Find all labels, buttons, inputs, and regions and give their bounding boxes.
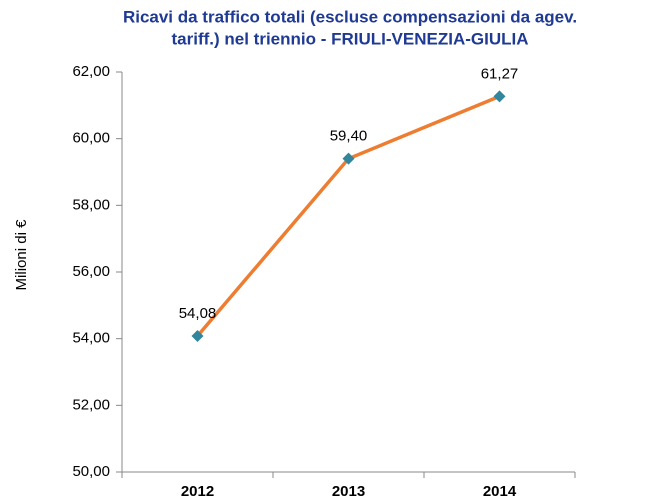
- y-tick-label: 56,00: [72, 263, 110, 280]
- y-tick-label: 60,00: [72, 130, 110, 147]
- chart-title: tariff.) nel triennio - FRIULI-VENEZIA-G…: [172, 29, 529, 48]
- x-tick-label: 2012: [181, 483, 214, 500]
- x-tick-label: 2014: [483, 483, 517, 500]
- y-tick-label: 62,00: [72, 63, 110, 80]
- marker: [191, 330, 204, 342]
- marker: [342, 152, 355, 165]
- y-tick-label: 50,00: [72, 463, 110, 480]
- y-tick-label: 52,00: [72, 396, 110, 413]
- marker: [493, 90, 506, 103]
- data-label: 54,08: [179, 305, 217, 322]
- chart-title: Ricavi da traffico totali (escluse compe…: [123, 7, 577, 26]
- data-label: 59,40: [330, 128, 368, 145]
- data-label: 61,27: [481, 65, 519, 82]
- y-tick-label: 58,00: [72, 196, 110, 213]
- y-axis-label: Milioni di €: [13, 219, 30, 291]
- x-tick-label: 2013: [332, 483, 365, 500]
- y-tick-label: 54,00: [72, 330, 110, 347]
